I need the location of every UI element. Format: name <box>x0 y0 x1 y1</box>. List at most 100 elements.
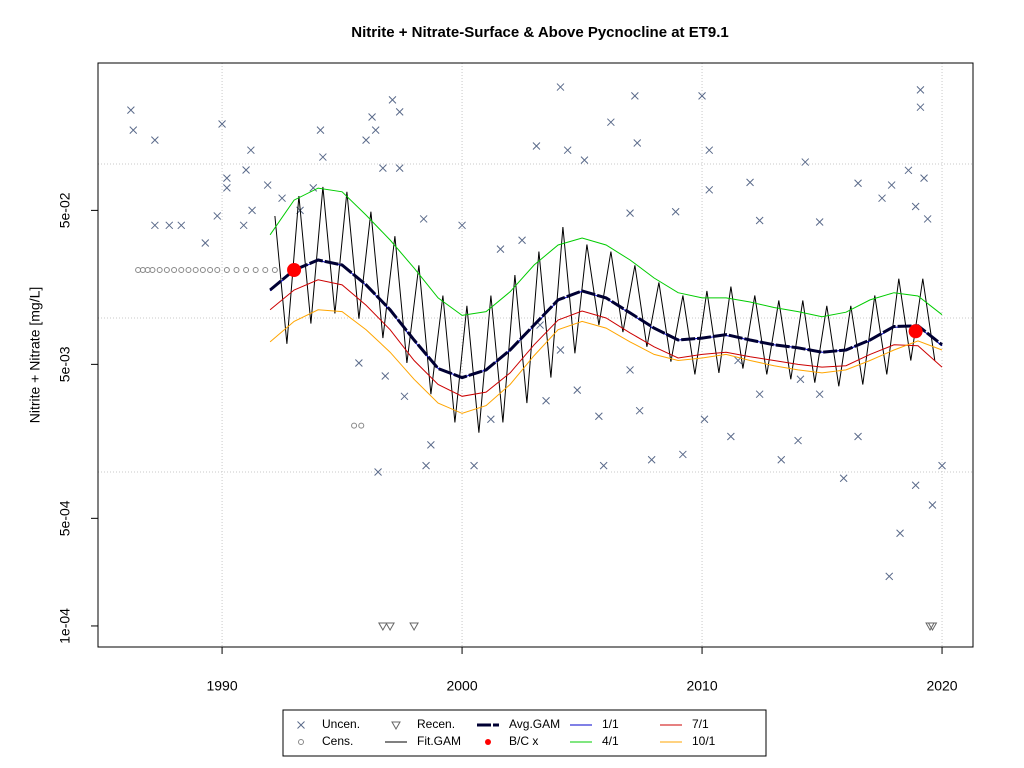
series-line <box>274 186 936 433</box>
marker-cross <box>635 406 644 415</box>
marker-cross <box>801 158 810 166</box>
cross-shape <box>371 126 380 134</box>
cross-shape <box>556 346 565 354</box>
dot-shape <box>287 262 302 277</box>
legend-item: 4/1 <box>570 734 619 748</box>
marker-cross <box>705 146 714 155</box>
cross-shape <box>242 166 250 174</box>
triangle-shape <box>927 622 938 631</box>
cross-shape <box>400 392 409 401</box>
marker-cross <box>678 450 687 459</box>
marker-cross <box>247 146 255 155</box>
marker-cross <box>263 181 272 189</box>
legend-item: Avg.GAM <box>477 717 560 731</box>
marker-cross <box>671 207 680 216</box>
cross-shape <box>794 436 802 445</box>
marker-cross <box>201 239 210 247</box>
circle-shape <box>163 266 170 273</box>
circle-shape <box>135 266 142 273</box>
cross-shape <box>247 146 255 155</box>
marker-cross <box>297 721 305 729</box>
marker-circle <box>192 266 199 273</box>
marker-cross <box>278 194 286 203</box>
legend-item: Recen. <box>391 717 455 731</box>
marker-cross <box>458 221 466 230</box>
marker-circle <box>185 266 192 273</box>
cross-shape <box>920 174 928 182</box>
marker-circle <box>214 266 221 273</box>
marker-cross <box>379 164 387 173</box>
circle-shape <box>262 266 269 273</box>
cross-shape <box>678 450 687 459</box>
marker-cross <box>916 103 925 112</box>
marker-cross <box>487 415 495 424</box>
cross-shape <box>916 86 925 94</box>
marker-cross <box>177 221 186 230</box>
marker-cross <box>626 209 634 217</box>
cross-shape <box>631 92 639 100</box>
cross-shape <box>496 245 505 254</box>
plot-frame <box>97 62 974 648</box>
legend-item: Cens. <box>298 734 353 748</box>
cross-shape <box>362 136 370 144</box>
marker-cross <box>647 455 656 464</box>
legend-label: Recen. <box>417 717 455 731</box>
cross-shape <box>705 185 714 194</box>
cross-shape <box>626 209 634 217</box>
cross-shape <box>223 184 231 192</box>
cross-shape <box>309 184 318 192</box>
marker-cross <box>755 390 764 399</box>
cross-shape <box>422 461 430 470</box>
circle-shape <box>178 266 185 273</box>
marker-cross <box>218 120 226 128</box>
marker-cross <box>839 474 848 483</box>
cross-shape <box>705 146 714 155</box>
legend-item: 7/1 <box>660 717 709 731</box>
marker-cross <box>427 441 435 449</box>
marker-cross <box>371 126 380 134</box>
x-tick-label: 1990 <box>206 678 237 694</box>
marker-cross <box>309 184 318 192</box>
legend-item: Uncen. <box>297 717 360 731</box>
marker-cross <box>896 529 904 538</box>
marker-cross <box>316 126 325 134</box>
marker-cross <box>518 236 526 245</box>
marker-cross <box>878 194 886 203</box>
cross-shape <box>518 236 526 245</box>
cross-shape <box>201 239 210 247</box>
cross-shape <box>755 216 764 225</box>
cross-shape <box>580 156 589 164</box>
marker-cross <box>419 215 428 223</box>
cross-shape <box>700 415 709 424</box>
cross-shape <box>896 529 904 538</box>
marker-cross <box>746 178 754 187</box>
series-line <box>269 309 943 414</box>
cross-shape <box>458 221 466 230</box>
triangle-shape <box>378 622 388 631</box>
cross-shape <box>607 118 615 127</box>
marker-cross <box>607 118 615 127</box>
cross-shape <box>381 372 390 380</box>
marker-triangle <box>391 721 401 731</box>
legend-item: B/C x <box>485 734 538 748</box>
cross-shape <box>647 455 656 464</box>
x-tick-label: 2000 <box>446 678 477 694</box>
dot-shape <box>908 324 923 339</box>
cross-shape <box>127 106 135 114</box>
marker-cross <box>911 481 920 490</box>
marker-cross <box>626 366 634 374</box>
cross-shape <box>671 207 680 216</box>
cross-shape <box>796 375 805 384</box>
marker-cross <box>319 153 327 161</box>
circle-shape <box>271 266 278 273</box>
marker-circle <box>139 266 146 273</box>
cross-shape <box>368 113 376 121</box>
marker-cross <box>381 372 390 380</box>
marker-cross <box>400 392 409 401</box>
cross-shape <box>395 108 404 116</box>
marker-cross <box>595 412 603 421</box>
legend-label: 1/1 <box>602 717 619 731</box>
circle-shape <box>185 266 192 273</box>
circle-shape <box>252 266 259 273</box>
marker-cross <box>920 174 928 182</box>
